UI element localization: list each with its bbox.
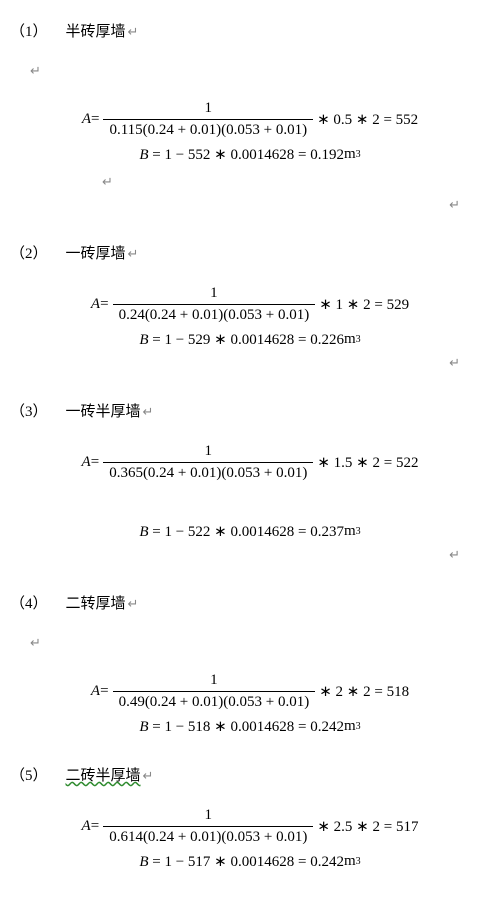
eq-b-body: B = 1 − 517 ∗ 0.0014628 = 0.242 (139, 852, 344, 871)
section-title: 一砖厚墙 (66, 242, 126, 263)
equation-b: B = 1 − 517 ∗ 0.0014628 = 0.242m3 (10, 852, 490, 871)
fraction: 10.49(0.24 + 0.01)(0.053 + 0.01) (113, 672, 316, 711)
eq-lhs: A (91, 683, 100, 700)
unit: m (344, 718, 356, 735)
section-title: 二转厚墙 (66, 592, 126, 613)
trailing-return: ↵ (10, 547, 490, 564)
equals-sign: = (91, 111, 99, 128)
equation-b: B = 1 − 552 ∗ 0.0014628 = 0.192m3 (10, 145, 490, 164)
equals-sign: = (91, 818, 99, 835)
section-title: 半砖厚墙 (66, 20, 126, 41)
fraction-numerator: 1 (204, 672, 224, 691)
equals-sign: = (100, 683, 108, 700)
eq-tail: ∗ 2.5 ∗ 2 = 517 (317, 817, 418, 836)
section-number: （2） (10, 242, 48, 263)
section: （1）半砖厚墙↵↵A = 10.115(0.24 + 0.01)(0.053 +… (10, 20, 490, 214)
unit: m (344, 853, 356, 870)
unit-exponent: 3 (356, 149, 361, 160)
fraction: 10.365(0.24 + 0.01)(0.053 + 0.01) (103, 443, 313, 482)
equation-b: B = 1 − 522 ∗ 0.0014628 = 0.237m3 (10, 522, 490, 541)
equation-a: A = 10.115(0.24 + 0.01)(0.053 + 0.01) ∗ … (10, 100, 490, 139)
section-heading: （5） 二砖半厚墙↵ (10, 764, 490, 785)
equals-sign: = (91, 454, 99, 471)
fraction-denominator: 0.24(0.24 + 0.01)(0.053 + 0.01) (113, 304, 316, 324)
section-title: 二砖半厚墙 (66, 764, 141, 785)
return-icon: ↵ (128, 24, 139, 40)
section-number: （1） (10, 20, 48, 41)
eq-tail: ∗ 0.5 ∗ 2 = 552 (317, 110, 418, 129)
unit-exponent: 3 (356, 526, 361, 537)
unit-exponent: 3 (356, 856, 361, 867)
eq-lhs: A (82, 818, 91, 835)
eq-lhs: A (82, 454, 91, 471)
fraction-denominator: 0.614(0.24 + 0.01)(0.053 + 0.01) (103, 826, 313, 846)
trailing-return: ↵ (10, 355, 490, 372)
eq-b-body: B = 1 − 522 ∗ 0.0014628 = 0.237 (139, 522, 344, 541)
unit: m (344, 331, 356, 348)
section: （2）一砖厚墙↵A = 10.24(0.24 + 0.01)(0.053 + 0… (10, 242, 490, 372)
equals-sign: = (100, 296, 108, 313)
unit-exponent: 3 (356, 721, 361, 732)
equation-b: B = 1 − 529 ∗ 0.0014628 = 0.226m3 (10, 330, 490, 349)
equation-b: B = 1 − 518 ∗ 0.0014628 = 0.242m3 (10, 717, 490, 736)
return-icon: ↵ (143, 768, 154, 784)
section-number: （3） (10, 400, 48, 421)
fraction-numerator: 1 (199, 807, 219, 826)
eq-tail: ∗ 1 ∗ 2 = 529 (319, 295, 409, 314)
section-heading: （1） 半砖厚墙↵ (10, 20, 490, 41)
fraction: 10.24(0.24 + 0.01)(0.053 + 0.01) (113, 285, 316, 324)
section-number: （4） (10, 592, 48, 613)
unit: m (344, 523, 356, 540)
section-heading: （3） 一砖半厚墙↵ (10, 400, 490, 421)
return-icon: ↵ (143, 404, 154, 420)
equation-a: A = 10.24(0.24 + 0.01)(0.053 + 0.01) ∗ 1… (10, 285, 490, 324)
section-number: （5） (10, 764, 48, 785)
return-icon: ↵ (128, 596, 139, 612)
eq-lhs: A (82, 111, 91, 128)
fraction: 10.614(0.24 + 0.01)(0.053 + 0.01) (103, 807, 313, 846)
section-heading: （2） 一砖厚墙↵ (10, 242, 490, 263)
blank-line: ↵ (28, 63, 490, 80)
section-title: 一砖半厚墙 (66, 400, 141, 421)
blank-line: ↵ (100, 174, 490, 191)
fraction-denominator: 0.365(0.24 + 0.01)(0.053 + 0.01) (103, 462, 313, 482)
blank-line: ↵ (28, 635, 490, 652)
unit-exponent: 3 (356, 334, 361, 345)
eq-b-body: B = 1 − 518 ∗ 0.0014628 = 0.242 (139, 717, 344, 736)
eq-b-body: B = 1 − 529 ∗ 0.0014628 = 0.226 (139, 330, 344, 349)
return-icon: ↵ (128, 246, 139, 262)
section-heading: （4） 二转厚墙↵ (10, 592, 490, 613)
section: （5） 二砖半厚墙↵ A = 10.614(0.24 + 0.01)(0.053 +… (10, 764, 490, 871)
fraction-numerator: 1 (199, 100, 219, 119)
trailing-return: ↵ (10, 197, 490, 214)
equation-a: A = 10.365(0.24 + 0.01)(0.053 + 0.01) ∗ … (10, 443, 490, 482)
equation-a: A = 10.614(0.24 + 0.01)(0.053 + 0.01) ∗ … (10, 807, 490, 846)
eq-lhs: A (91, 296, 100, 313)
fraction-numerator: 1 (199, 443, 219, 462)
fraction-denominator: 0.49(0.24 + 0.01)(0.053 + 0.01) (113, 691, 316, 711)
eq-tail: ∗ 1.5 ∗ 2 = 522 (317, 453, 418, 472)
eq-tail: ∗ 2 ∗ 2 = 518 (319, 682, 409, 701)
equation-a: A = 10.49(0.24 + 0.01)(0.053 + 0.01) ∗ 2… (10, 672, 490, 711)
eq-b-body: B = 1 − 552 ∗ 0.0014628 = 0.192 (139, 145, 344, 164)
fraction-denominator: 0.115(0.24 + 0.01)(0.053 + 0.01) (103, 119, 313, 139)
unit: m (344, 146, 356, 163)
section: （4）二转厚墙↵↵A = 10.49(0.24 + 0.01)(0.053 + … (10, 592, 490, 736)
fraction: 10.115(0.24 + 0.01)(0.053 + 0.01) (103, 100, 313, 139)
section: （3）一砖半厚墙↵A = 10.365(0.24 + 0.01)(0.053 +… (10, 400, 490, 564)
fraction-numerator: 1 (204, 285, 224, 304)
